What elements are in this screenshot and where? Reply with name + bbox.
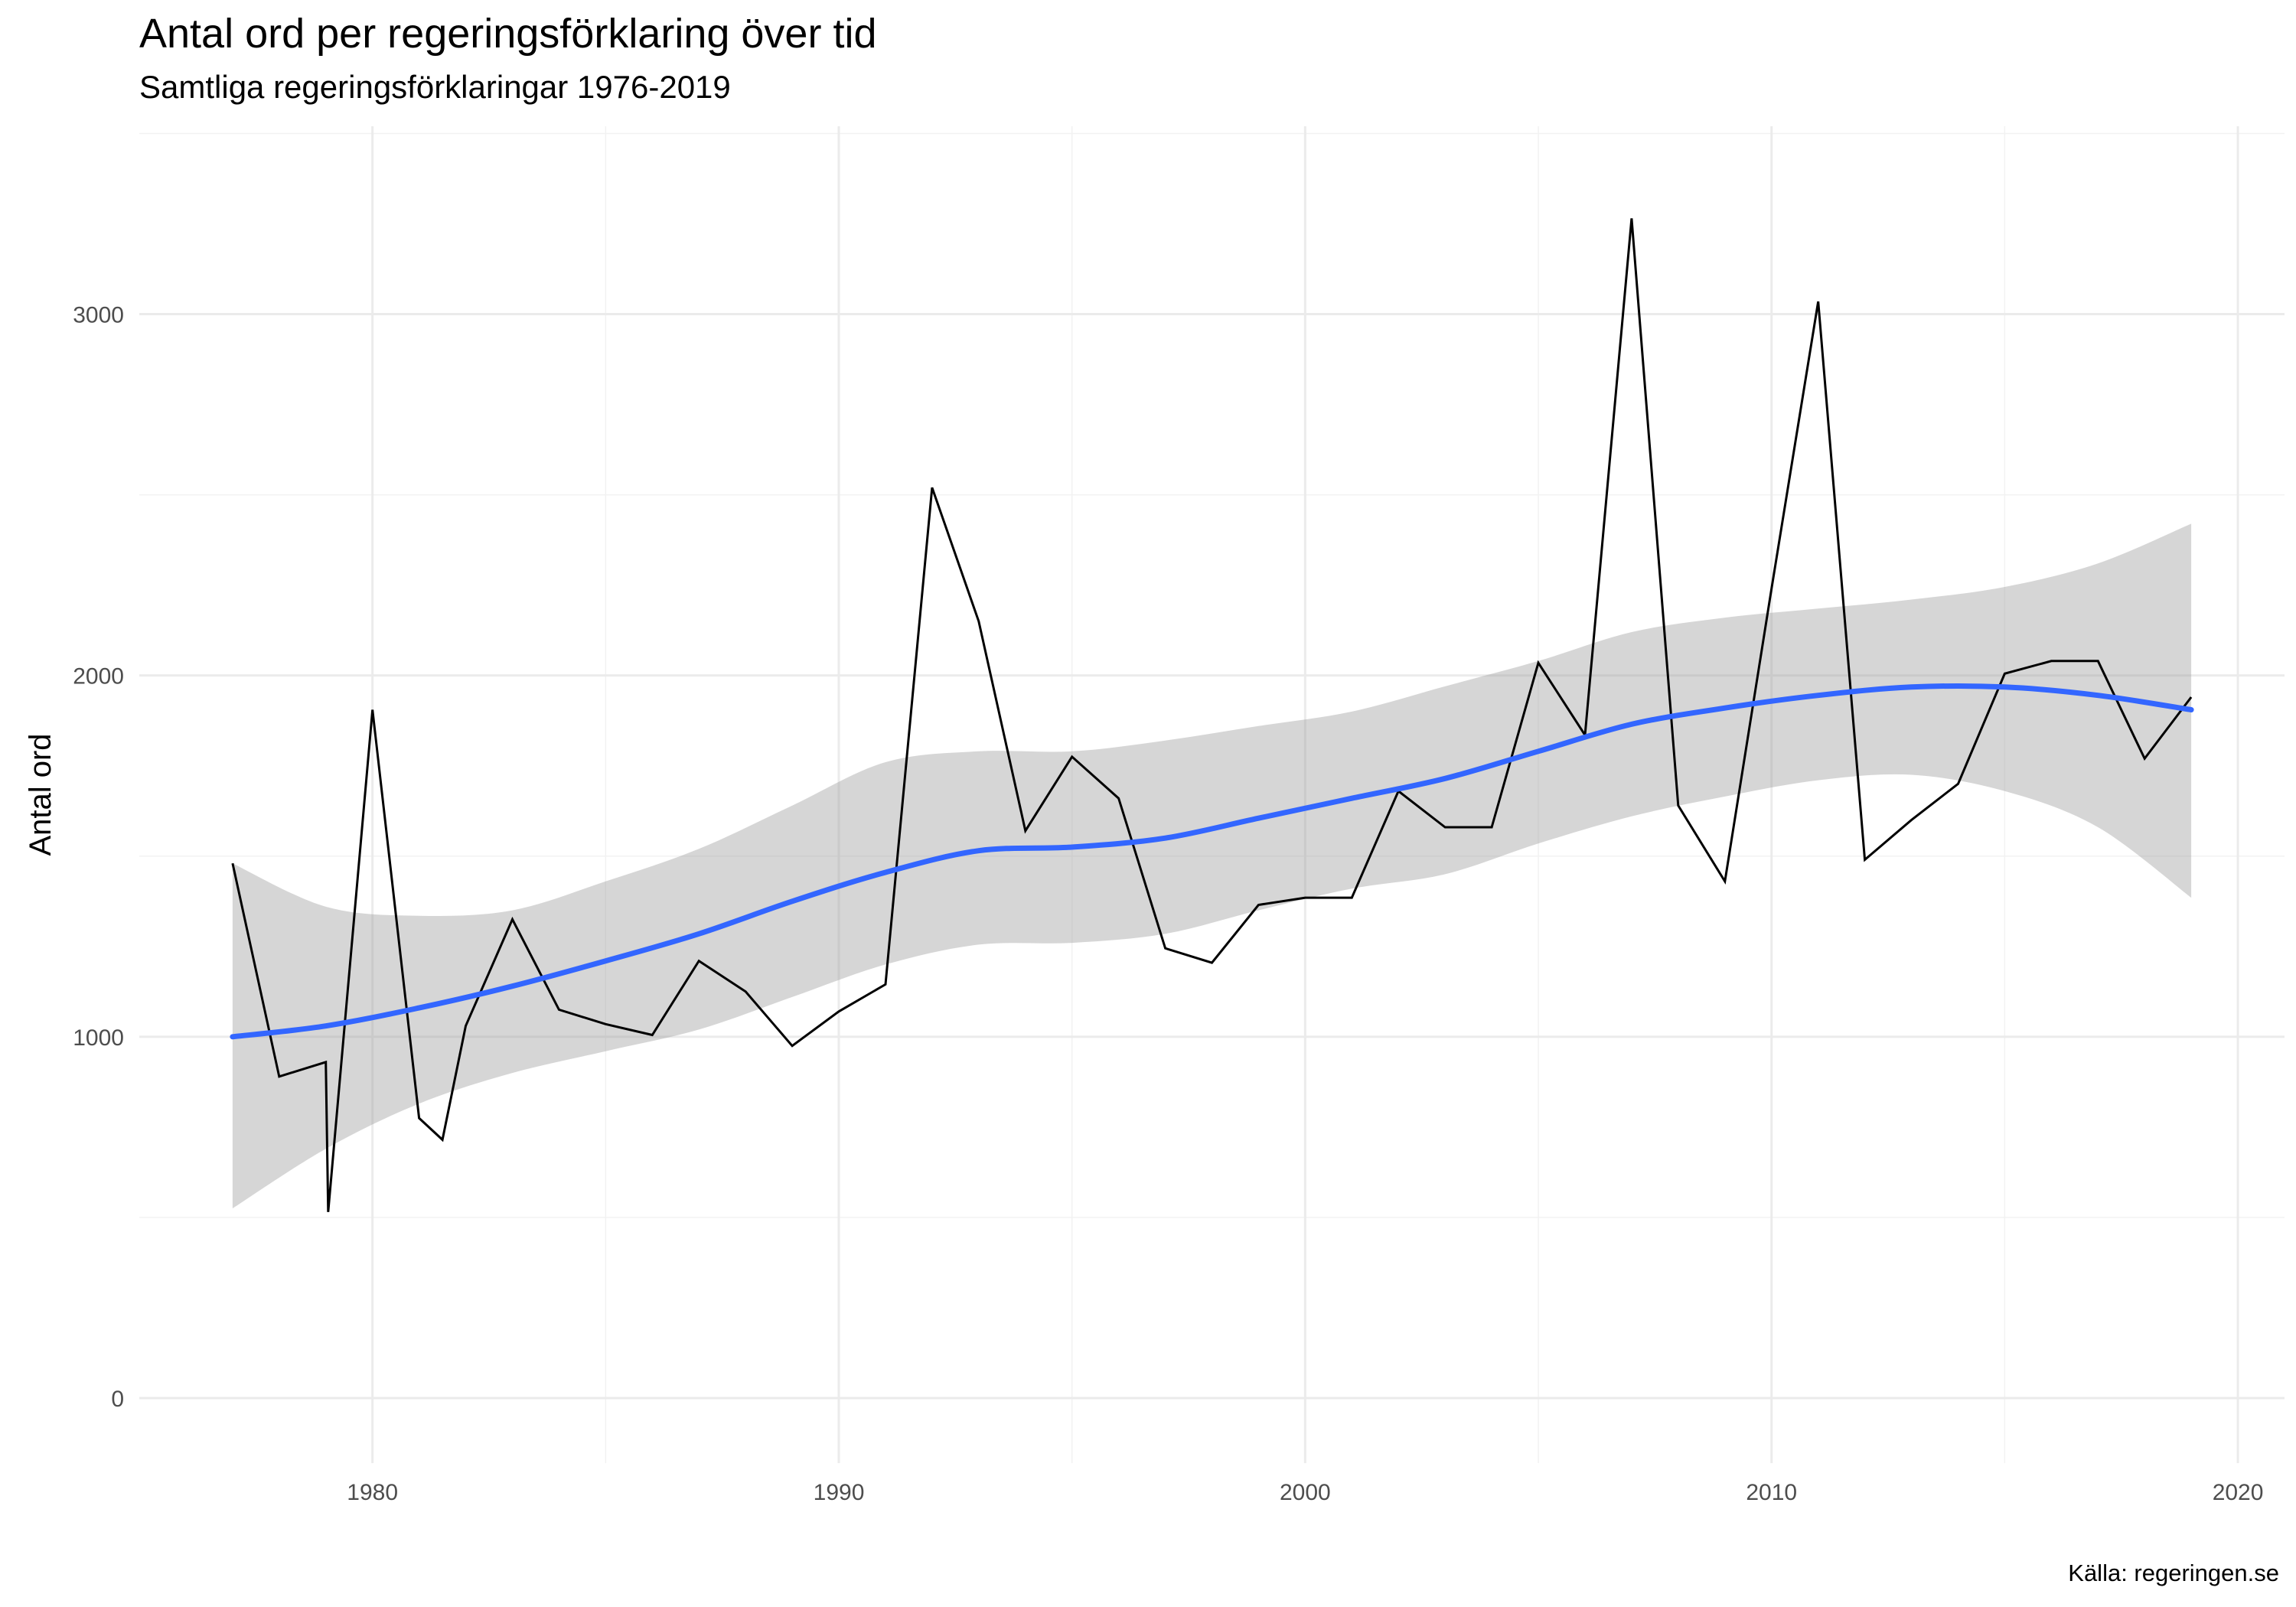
x-tick-label: 2010 (1746, 1480, 1797, 1505)
y-tick-label: 2000 (73, 664, 124, 689)
confidence-band (232, 523, 2192, 1209)
y-axis-title: Antal ord (24, 733, 57, 856)
source-caption: Källa: regeringen.se (2068, 1560, 2279, 1586)
x-tick-label: 2020 (2213, 1480, 2264, 1505)
plot-area: 0 1000 2000 3000 1980 1990 2000 2010 2020 (73, 126, 2285, 1505)
smooth-trend-line (230, 683, 2194, 1040)
y-tick-label: 3000 (73, 303, 124, 328)
y-tick-label: 1000 (73, 1025, 124, 1051)
chart-title: Antal ord per regeringsförklaring över t… (139, 11, 876, 57)
x-tick-label: 2000 (1280, 1480, 1331, 1505)
chart-subtitle: Samtliga regeringsförklaringar 1976-2019 (139, 69, 731, 105)
y-tick-label: 0 (111, 1387, 124, 1412)
word-count-line (231, 218, 2193, 1212)
x-tick-label: 1990 (814, 1480, 865, 1505)
x-tick-label: 1980 (347, 1480, 398, 1505)
